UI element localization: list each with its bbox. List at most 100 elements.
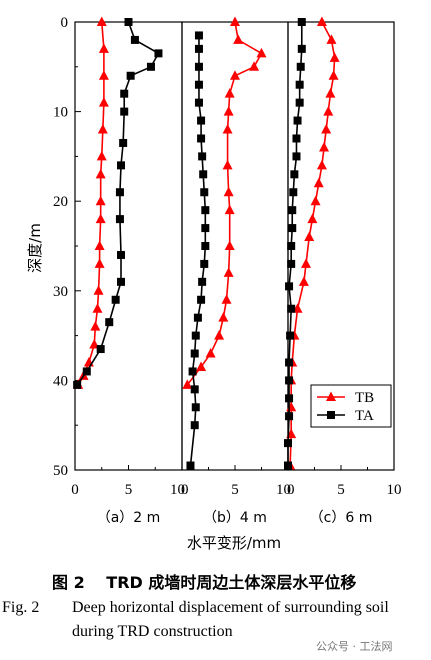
caption-english-text: Deep horizontal displacement of surround… xyxy=(72,599,389,616)
data-point-ta xyxy=(287,259,296,268)
data-point-tb xyxy=(310,195,321,206)
x-axis-label: 水平变形/mm xyxy=(187,534,281,552)
data-point-tb xyxy=(233,34,244,44)
data-point-ta xyxy=(285,358,294,367)
data-point-tb xyxy=(92,303,103,313)
data-point-tb xyxy=(224,204,235,215)
legend-label-ta: TA xyxy=(355,408,374,424)
data-point-ta xyxy=(285,394,294,403)
data-point-ta xyxy=(124,18,133,26)
data-point-tb xyxy=(95,195,106,206)
data-point-tb xyxy=(307,213,318,224)
data-point-tb xyxy=(182,379,193,389)
data-point-tb xyxy=(323,106,334,116)
data-point-ta xyxy=(285,412,294,421)
x-tick-label: 10 xyxy=(170,482,185,498)
data-point-ta xyxy=(287,304,296,313)
caption-english-line2: during TRD construction xyxy=(72,623,233,640)
data-point-ta xyxy=(194,31,203,40)
data-point-tb xyxy=(96,16,107,26)
data-point-ta xyxy=(286,331,295,340)
panel-label-3: （c）6 m xyxy=(310,510,373,526)
caption-english-line1: Fig. 2 Deep horizontal displacement of su… xyxy=(2,599,389,617)
data-point-ta xyxy=(285,376,294,385)
data-point-ta xyxy=(292,152,301,161)
data-point-ta xyxy=(296,62,305,71)
data-point-ta xyxy=(105,318,114,327)
data-point-tb xyxy=(304,231,315,242)
data-point-tb xyxy=(224,240,235,250)
data-point-ta xyxy=(297,44,306,53)
data-point-ta xyxy=(119,138,128,147)
data-point-ta xyxy=(292,134,301,143)
data-point-tb xyxy=(95,168,106,179)
data-point-ta xyxy=(194,44,203,53)
data-point-ta xyxy=(284,439,292,448)
x-tick-label: 5 xyxy=(337,482,345,498)
data-point-ta xyxy=(199,170,208,179)
data-point-tb xyxy=(301,258,312,268)
data-point-ta xyxy=(130,35,139,44)
data-point-tb xyxy=(98,70,109,80)
data-point-tb xyxy=(256,47,267,58)
data-point-ta xyxy=(201,206,210,215)
data-point-ta xyxy=(290,170,299,179)
data-point-ta xyxy=(288,206,297,215)
data-point-tb xyxy=(316,16,327,26)
x-tick-label: 10 xyxy=(387,482,402,498)
x-tick-label: 0 xyxy=(181,482,189,498)
data-point-tb xyxy=(94,240,105,250)
data-point-ta xyxy=(194,98,203,107)
data-point-ta xyxy=(115,188,124,197)
data-point-tb xyxy=(326,34,337,44)
data-point-ta xyxy=(146,62,155,71)
legend-marker-ta xyxy=(327,411,335,419)
data-point-tb xyxy=(221,294,232,304)
data-point-tb xyxy=(205,348,216,358)
data-point-tb xyxy=(222,159,233,170)
data-point-ta xyxy=(198,152,207,161)
data-point-ta xyxy=(288,224,297,233)
legend: TB TA xyxy=(310,384,392,428)
data-point-ta xyxy=(120,107,129,116)
series-layer xyxy=(73,16,340,470)
data-point-ta xyxy=(186,461,195,470)
data-point-tb xyxy=(196,361,207,371)
series-line-ta-panel-1 xyxy=(76,21,160,386)
data-point-ta xyxy=(197,295,206,304)
data-point-ta xyxy=(198,277,207,286)
data-point-tb xyxy=(95,213,106,224)
panel-frame-2 xyxy=(181,21,289,471)
y-tick-label: 10 xyxy=(53,105,68,121)
data-point-ta xyxy=(126,71,135,80)
data-point-tb xyxy=(298,276,309,286)
data-point-ta xyxy=(197,134,206,143)
data-point-tb xyxy=(223,267,234,277)
data-point-ta xyxy=(96,345,105,354)
data-point-ta xyxy=(73,380,82,389)
data-point-ta xyxy=(117,161,126,170)
data-point-ta xyxy=(201,224,210,233)
data-point-ta xyxy=(200,188,209,197)
data-point-tb xyxy=(214,330,225,340)
data-point-ta xyxy=(284,461,292,470)
y-tick-label: 40 xyxy=(53,373,68,389)
y-tick-label: 0 xyxy=(61,15,69,31)
data-point-ta xyxy=(82,367,91,376)
data-point-tb xyxy=(325,88,336,98)
y-tick-label: 50 xyxy=(53,463,68,479)
data-point-ta xyxy=(287,242,296,250)
data-point-tb xyxy=(222,124,233,134)
data-point-tb xyxy=(90,321,101,331)
y-axis: 0 10 20 30 40 50 xyxy=(53,15,81,479)
data-point-ta xyxy=(117,250,126,259)
data-point-tb xyxy=(316,159,327,170)
data-point-ta xyxy=(190,421,199,430)
data-point-ta xyxy=(200,259,209,268)
legend-label-tb: TB xyxy=(355,390,374,406)
x-tick-label: 5 xyxy=(231,482,239,498)
caption-figure-number: Fig. 2 xyxy=(2,599,40,616)
data-point-ta xyxy=(190,385,199,394)
x-axes: 0 5 10 （a）2 m 0 5 10 （b）4 m 0 5 10 （c）6 m xyxy=(71,465,402,526)
